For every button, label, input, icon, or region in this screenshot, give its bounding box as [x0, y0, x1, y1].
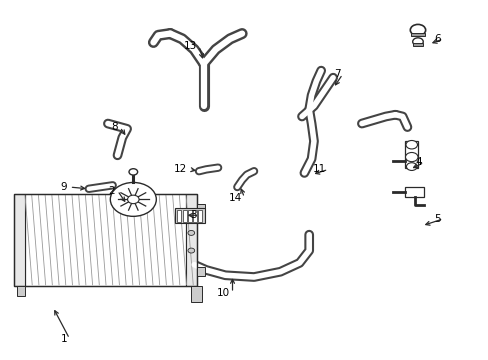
- Circle shape: [187, 248, 194, 253]
- Text: 11: 11: [312, 165, 325, 174]
- Text: 9: 9: [61, 182, 67, 192]
- Circle shape: [405, 153, 417, 162]
- Circle shape: [187, 213, 194, 218]
- Text: 2: 2: [108, 186, 115, 195]
- Text: 14: 14: [228, 193, 242, 203]
- Text: 6: 6: [433, 34, 440, 44]
- Circle shape: [187, 230, 194, 235]
- Bar: [196, 267, 205, 276]
- Text: 4: 4: [414, 157, 421, 167]
- Bar: [404, 141, 418, 168]
- Circle shape: [405, 140, 417, 149]
- Bar: [15, 194, 25, 286]
- Text: 13: 13: [183, 41, 196, 51]
- Circle shape: [110, 183, 156, 216]
- Bar: [410, 33, 424, 36]
- Bar: [17, 286, 25, 296]
- Text: 3: 3: [189, 210, 196, 220]
- Bar: [193, 210, 197, 222]
- Bar: [187, 210, 191, 222]
- Text: 10: 10: [217, 288, 230, 298]
- Bar: [185, 194, 196, 286]
- Bar: [196, 204, 205, 212]
- Bar: [15, 194, 196, 286]
- Text: 7: 7: [333, 69, 340, 79]
- Text: 8: 8: [111, 122, 117, 132]
- Circle shape: [409, 24, 425, 36]
- Circle shape: [129, 169, 137, 175]
- Bar: [190, 286, 202, 302]
- Bar: [183, 210, 186, 222]
- Circle shape: [406, 163, 416, 171]
- Bar: [175, 208, 204, 223]
- Bar: [177, 210, 181, 222]
- Bar: [412, 44, 423, 46]
- Bar: [198, 210, 202, 222]
- Circle shape: [127, 195, 139, 204]
- Text: 5: 5: [433, 214, 440, 224]
- Text: 1: 1: [61, 334, 67, 344]
- Bar: [25, 194, 185, 286]
- Circle shape: [412, 38, 423, 46]
- Bar: [404, 187, 424, 197]
- Text: 12: 12: [173, 165, 186, 174]
